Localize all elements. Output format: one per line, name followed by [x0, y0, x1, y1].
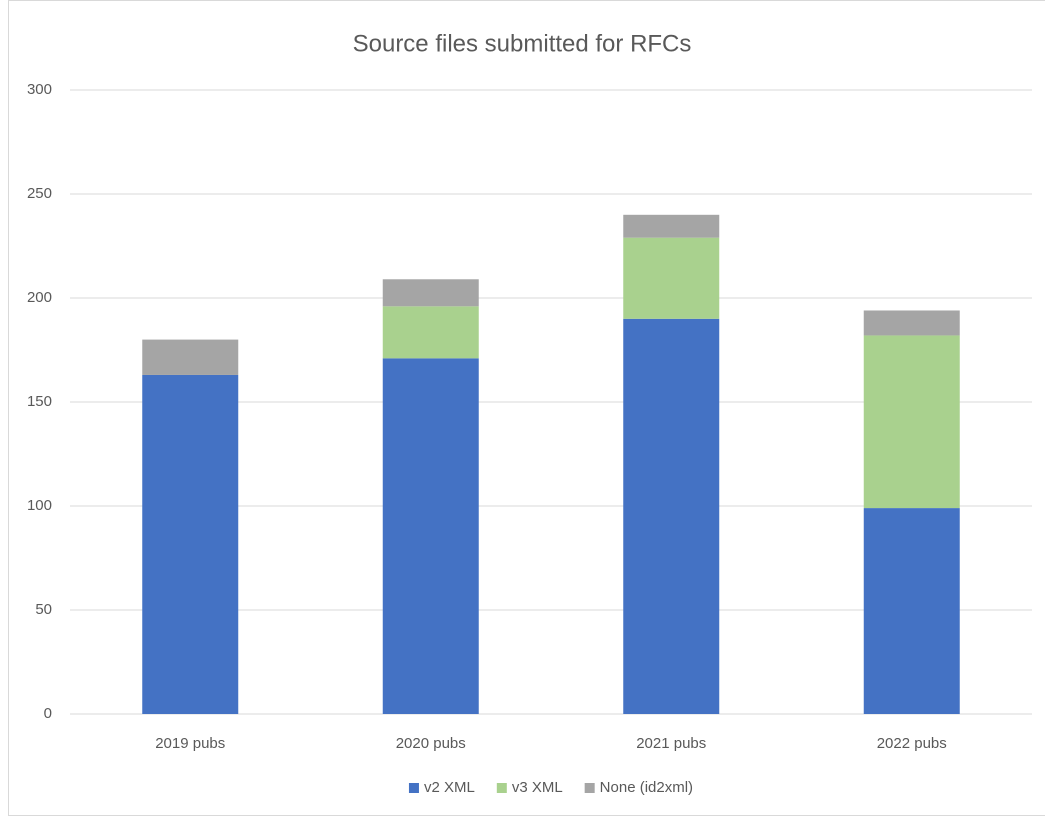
legend-swatch	[496, 783, 507, 793]
y-tick-label: 0	[44, 705, 52, 722]
y-tick-label: 300	[27, 81, 52, 98]
legend-swatch	[584, 783, 595, 793]
y-tick-label: 100	[27, 497, 52, 514]
legend-label: None (id2xml)	[600, 779, 693, 796]
chart-title: Source files submitted for RFCs	[353, 30, 692, 57]
bar-segment	[382, 279, 479, 307]
y-tick-label: 50	[35, 601, 52, 618]
bar-segment	[623, 237, 720, 319]
bar-segment	[863, 310, 960, 336]
bar-segment	[863, 335, 960, 509]
bar-segment	[623, 318, 720, 714]
legend-label: v2 XML	[424, 779, 475, 796]
x-tick-label: 2019 pubs	[155, 735, 225, 752]
bar-segment	[623, 214, 720, 238]
x-tick-label: 2020 pubs	[396, 735, 466, 752]
bar-segment	[142, 339, 239, 375]
bar-segment	[382, 358, 479, 714]
legend-swatch	[408, 783, 419, 793]
x-tick-label: 2021 pubs	[636, 735, 706, 752]
x-tick-label: 2022 pubs	[877, 735, 947, 752]
bar-segment	[863, 508, 960, 714]
y-tick-label: 150	[27, 393, 52, 410]
y-tick-label: 250	[27, 185, 52, 202]
legend-label: v3 XML	[512, 779, 563, 796]
bar-segment	[382, 306, 479, 359]
y-tick-label: 200	[27, 289, 52, 306]
bar-segment	[142, 374, 239, 714]
